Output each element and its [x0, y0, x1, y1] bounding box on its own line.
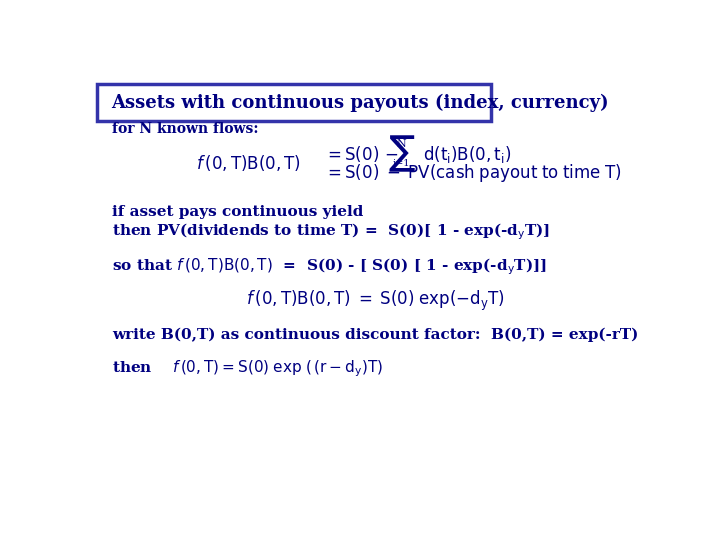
Text: $\mathit{f}\,(0,\mathrm{T})\mathrm{B}(0,\mathrm{T})\;=\;\mathrm{S}(0)\;\mathrm{e: $\mathit{f}\,(0,\mathrm{T})\mathrm{B}(0,… [246, 289, 505, 313]
Text: then PV(dividends to time T) =  S(0)[ 1 - exp(-d$_{\mathrm{y}}$T)]: then PV(dividends to time T) = S(0)[ 1 -… [112, 221, 551, 242]
Text: so that $\mathit{f}\,(0,\mathrm{T})\mathrm{B}(0,\mathrm{T})$  =  S(0) - [ S(0) [: so that $\mathit{f}\,(0,\mathrm{T})\math… [112, 256, 547, 277]
Text: write B(0,T) as continuous discount factor:  B(0,T) = exp(-rT): write B(0,T) as continuous discount fact… [112, 328, 639, 342]
FancyBboxPatch shape [96, 84, 490, 121]
Text: $= \mathrm{S}(0)\;-\;\mathrm{PV(cash\;payout\;to\;time\;T)}$: $= \mathrm{S}(0)\;-\;\mathrm{PV(cash\;pa… [324, 162, 622, 184]
Text: if asset pays continuous yield: if asset pays continuous yield [112, 205, 364, 219]
Text: $\sum$: $\sum$ [387, 134, 415, 174]
Text: i=1: i=1 [392, 159, 410, 168]
Text: $\mathrm{d(t_i)B(0,t_i)}$: $\mathrm{d(t_i)B(0,t_i)}$ [423, 144, 512, 165]
Text: Assets with continuous payouts (index, currency): Assets with continuous payouts (index, c… [111, 93, 609, 112]
Text: N: N [397, 139, 406, 149]
Text: $\mathit{f}\,(0,\mathrm{T})\mathrm{B}(0,\mathrm{T})$: $\mathit{f}\,(0,\mathrm{T})\mathrm{B}(0,… [196, 152, 301, 172]
Text: for N known flows:: for N known flows: [112, 122, 258, 136]
Text: $= \mathrm{S}(0)\,-$: $= \mathrm{S}(0)\,-$ [324, 144, 399, 164]
Text: then    $\mathit{f}\,(0,\mathrm{T}) = \mathrm{S}(0)\;\mathrm{exp}\;(\,(\mathrm{r: then $\mathit{f}\,(0,\mathrm{T}) = \math… [112, 359, 383, 380]
